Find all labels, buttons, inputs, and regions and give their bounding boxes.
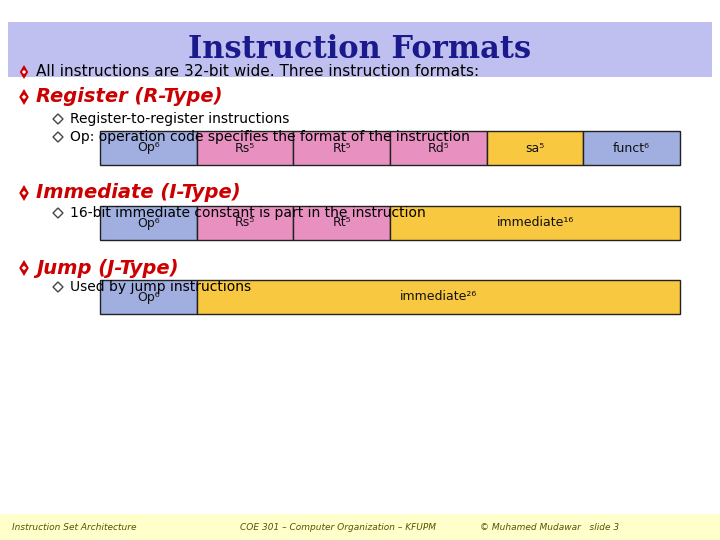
Text: Used by jump instructions: Used by jump instructions xyxy=(70,280,251,294)
Bar xyxy=(100,206,197,240)
Text: Register (R-Type): Register (R-Type) xyxy=(36,87,222,106)
Polygon shape xyxy=(19,260,29,276)
Polygon shape xyxy=(22,266,27,271)
Text: Rt⁵: Rt⁵ xyxy=(333,141,351,154)
Bar xyxy=(0,514,720,540)
Text: Op⁶: Op⁶ xyxy=(137,141,160,154)
Bar xyxy=(8,22,712,77)
Bar xyxy=(293,206,390,240)
Text: Rs⁵: Rs⁵ xyxy=(235,141,255,154)
Bar xyxy=(390,131,487,165)
Text: Rt⁵: Rt⁵ xyxy=(333,217,351,230)
Text: Jump (J-Type): Jump (J-Type) xyxy=(36,259,179,278)
Bar xyxy=(100,131,197,165)
Text: funct⁶: funct⁶ xyxy=(613,141,650,154)
Text: Immediate (I-Type): Immediate (I-Type) xyxy=(36,184,240,202)
Text: Register-to-register instructions: Register-to-register instructions xyxy=(70,112,289,126)
Bar xyxy=(390,206,680,240)
Text: COE 301 – Computer Organization – KFUPM: COE 301 – Computer Organization – KFUPM xyxy=(240,523,436,531)
Bar xyxy=(487,131,583,165)
Text: Instruction Formats: Instruction Formats xyxy=(189,34,531,65)
Text: © Muhamed Mudawar   slide 3: © Muhamed Mudawar slide 3 xyxy=(480,523,619,531)
Bar xyxy=(293,131,390,165)
Text: All instructions are 32-bit wide. Three instruction formats:: All instructions are 32-bit wide. Three … xyxy=(36,64,479,79)
Text: Op⁶: Op⁶ xyxy=(137,291,160,303)
Bar xyxy=(583,131,680,165)
Text: Rs⁵: Rs⁵ xyxy=(235,217,255,230)
Bar xyxy=(197,131,293,165)
Text: sa⁵: sa⁵ xyxy=(526,141,544,154)
Bar xyxy=(197,206,293,240)
Text: Op⁶: Op⁶ xyxy=(137,217,160,230)
Text: 16-bit immediate constant is part in the instruction: 16-bit immediate constant is part in the… xyxy=(70,206,426,220)
Bar xyxy=(197,280,680,314)
Text: Rd⁵: Rd⁵ xyxy=(428,141,449,154)
Polygon shape xyxy=(19,185,29,201)
Text: immediate²⁶: immediate²⁶ xyxy=(400,291,477,303)
Text: Instruction Set Architecture: Instruction Set Architecture xyxy=(12,523,137,531)
Bar xyxy=(100,280,197,314)
Polygon shape xyxy=(20,65,28,79)
Polygon shape xyxy=(22,94,27,99)
Text: immediate¹⁶: immediate¹⁶ xyxy=(496,217,574,230)
Text: Op: operation code specifies the format of the instruction: Op: operation code specifies the format … xyxy=(70,130,470,144)
Polygon shape xyxy=(22,70,26,74)
Polygon shape xyxy=(19,89,29,105)
Polygon shape xyxy=(22,191,27,195)
